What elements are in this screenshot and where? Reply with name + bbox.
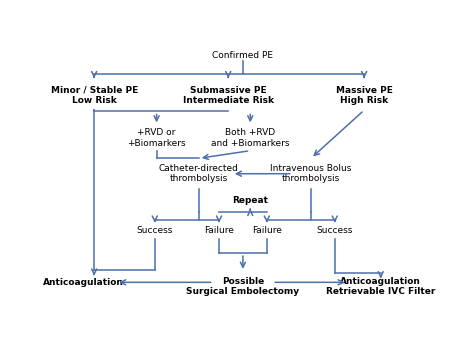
Text: Repeat: Repeat xyxy=(232,196,268,205)
Text: Minor / Stable PE
Low Risk: Minor / Stable PE Low Risk xyxy=(51,86,138,105)
Text: Massive PE
High Risk: Massive PE High Risk xyxy=(336,86,392,105)
Text: Anticoagulation
Retrievable IVC Filter: Anticoagulation Retrievable IVC Filter xyxy=(326,277,435,296)
Text: Intravenous Bolus
thrombolysis: Intravenous Bolus thrombolysis xyxy=(270,164,352,183)
Text: Possible
Surgical Embolectomy: Possible Surgical Embolectomy xyxy=(186,277,300,296)
Text: +RVD or
+Biomarkers: +RVD or +Biomarkers xyxy=(128,128,186,148)
Text: Success: Success xyxy=(137,226,173,235)
Text: Catheter-directed
thrombolysis: Catheter-directed thrombolysis xyxy=(159,164,239,183)
Text: Success: Success xyxy=(317,226,353,235)
Text: Failure: Failure xyxy=(204,226,234,235)
Text: Anticoagulation: Anticoagulation xyxy=(43,278,124,287)
Text: Both +RVD
and +Biomarkers: Both +RVD and +Biomarkers xyxy=(211,128,290,148)
Text: Submassive PE
Intermediate Risk: Submassive PE Intermediate Risk xyxy=(183,86,273,105)
Text: Confirmed PE: Confirmed PE xyxy=(212,51,273,60)
Text: Failure: Failure xyxy=(252,226,282,235)
